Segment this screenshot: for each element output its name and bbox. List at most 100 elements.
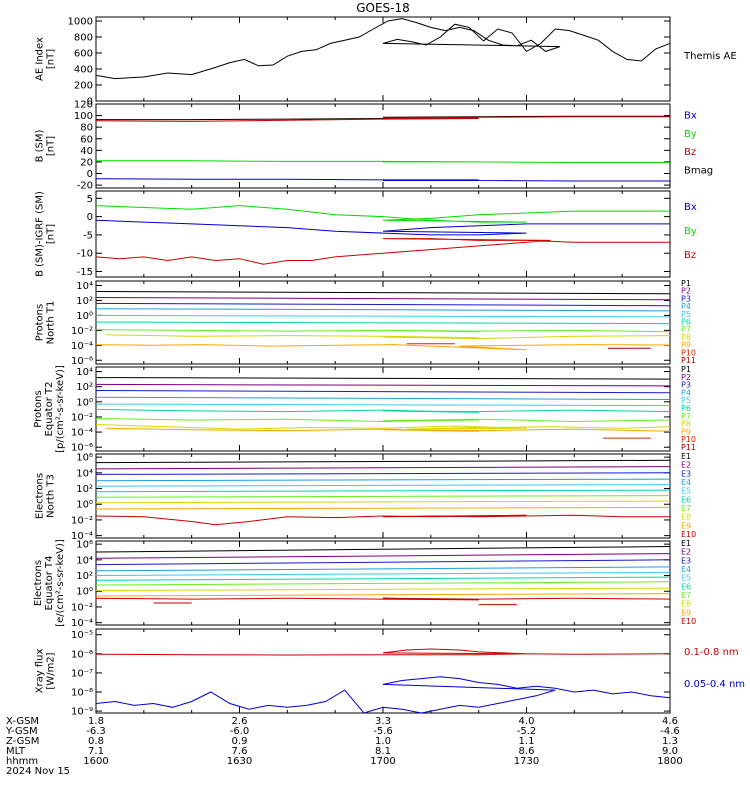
series-line <box>96 459 670 464</box>
series-line <box>96 593 670 597</box>
x-axis-row-label: MLT <box>6 746 26 757</box>
series-line <box>96 234 670 265</box>
x-axis-tick-label: 0.9 <box>232 736 248 747</box>
legend-entry: E5 <box>681 487 691 496</box>
x-axis-tick-label: -6.0 <box>230 726 250 737</box>
y-tick-label: 400 <box>74 65 93 76</box>
y-tick-label: 60 <box>80 134 93 145</box>
y-tick-label: 10⁻⁶ <box>71 356 93 367</box>
series-line <box>96 205 670 223</box>
series-line <box>96 403 670 407</box>
y-tick-label: 10⁻⁶ <box>71 649 93 660</box>
y-tick-label: 10² <box>76 571 93 582</box>
legend-entry: E1 <box>681 452 691 461</box>
series-line <box>96 377 670 380</box>
legend-entry: P4 <box>681 302 691 311</box>
y-tick-label: 10⁻² <box>71 602 93 613</box>
series-line <box>96 178 670 183</box>
x-axis-tick-label: -6.3 <box>86 726 106 737</box>
y-tick-label: 10⁰ <box>76 311 93 322</box>
y-axis-label: [W/m2] <box>46 652 57 689</box>
y-tick-label: 120 <box>74 100 93 111</box>
y-tick-label: 10⁴ <box>76 367 93 378</box>
series-line <box>96 408 670 413</box>
legend-entry: By <box>684 226 697 237</box>
series-line <box>96 648 670 656</box>
y-axis-label: B (SM)-IGRF (SM) <box>35 191 46 277</box>
x-axis-row-label: hhmm <box>6 756 38 767</box>
panel-protons_t2: 10⁴ 10² 10⁰ 10⁻² 10⁻⁴ 10⁻⁶ Protons Equator T2 [p… <box>33 365 696 454</box>
y-tick-label: 10⁻² <box>71 326 93 337</box>
legend-entry: P2 <box>681 287 691 296</box>
series-line <box>96 115 670 121</box>
series-line <box>96 566 670 572</box>
y-tick-label: 10⁻⁷ <box>71 668 93 679</box>
x-axis-tick-label: 1700 <box>370 756 395 767</box>
series-line <box>96 418 670 423</box>
series-line <box>96 597 670 601</box>
legend-entry: P1 <box>681 279 691 288</box>
x-axis-tick-label: 1.0 <box>375 736 391 747</box>
panel-protons_t1: 10⁴ 10² 10⁰ 10⁻² 10⁻⁴ 10⁻⁶ Protons North T1 P1P2… <box>35 279 697 367</box>
x-axis-tick-label: 0.8 <box>88 736 104 747</box>
y-axis-label: [e/(cm²-s-sr-keV)] <box>55 539 66 627</box>
series-line <box>96 291 670 295</box>
series-line <box>96 571 670 576</box>
legend-entry: P9 <box>681 341 691 350</box>
y-axis-label: [nT] <box>46 136 57 156</box>
y-axis-label: Xray flux <box>35 649 46 694</box>
x-axis-tick-label: 7.1 <box>88 746 104 757</box>
y-tick-label: 100 <box>74 111 93 122</box>
legend-entry: Themis AE <box>683 51 737 62</box>
x-axis-tick-label: 4.6 <box>662 716 678 727</box>
y-tick-label: 10⁻⁸ <box>71 688 93 699</box>
legend-entry: E7 <box>681 504 691 513</box>
panel-frame <box>95 628 671 714</box>
x-axis-tick-label: 8.1 <box>375 746 391 757</box>
y-axis-label: North T1 <box>46 301 57 345</box>
legend-entry: E2 <box>681 461 691 470</box>
legend-entry: E3 <box>681 469 691 478</box>
legend-entry: P10 <box>681 348 696 357</box>
y-axis-label: Equator T2 <box>44 382 55 437</box>
legend-entry: E6 <box>681 495 691 504</box>
legend-entry: P1 <box>681 365 691 374</box>
legend-entry: E5 <box>681 574 691 583</box>
y-tick-label: 10⁻⁴ <box>71 618 93 629</box>
panel-frame <box>95 190 671 278</box>
series-line <box>96 484 670 487</box>
x-axis-tick-label: 1600 <box>83 756 108 767</box>
panel-electrons_t4: 10⁶ 10⁴ 10² 10⁰ 10⁻² 10⁻⁴ Electrons Equator T4[… <box>33 539 696 629</box>
x-axis-tick-label: -5.6 <box>373 726 393 737</box>
y-tick-label: 80 <box>80 123 93 134</box>
series-line <box>96 297 670 301</box>
y-tick-label: 600 <box>74 49 93 60</box>
y-tick-label: 10² <box>76 484 93 495</box>
legend-entry: P7 <box>681 325 691 334</box>
x-axis-row-label: 2024 Nov 15 <box>6 766 70 777</box>
legend-entry: Bx <box>684 111 697 122</box>
y-tick-label: 10² <box>76 296 93 307</box>
y-tick-label: 10⁴ <box>76 555 93 566</box>
legend-entry: Bmag <box>684 165 713 176</box>
x-axis-tick-label: -4.6 <box>660 726 680 737</box>
y-tick-label: 0 <box>87 169 93 180</box>
series-line <box>96 329 670 333</box>
legend-entry: E9 <box>681 608 691 617</box>
series-line <box>96 314 670 318</box>
legend-entry: P6 <box>681 318 691 327</box>
legend-entry: E8 <box>681 600 691 609</box>
series-line <box>96 587 670 591</box>
series-line <box>96 302 670 307</box>
y-axis-label: Protons <box>33 390 44 427</box>
legend-entry: P11 <box>681 356 696 365</box>
y-tick-label: 10⁻⁴ <box>71 531 93 542</box>
legend-entry: E7 <box>681 591 691 600</box>
series-line <box>96 478 670 482</box>
y-tick-label: 10⁻⁴ <box>71 341 93 352</box>
x-axis-tick-label: 1800 <box>657 756 682 767</box>
x-axis-tick-label: 1.3 <box>662 736 678 747</box>
